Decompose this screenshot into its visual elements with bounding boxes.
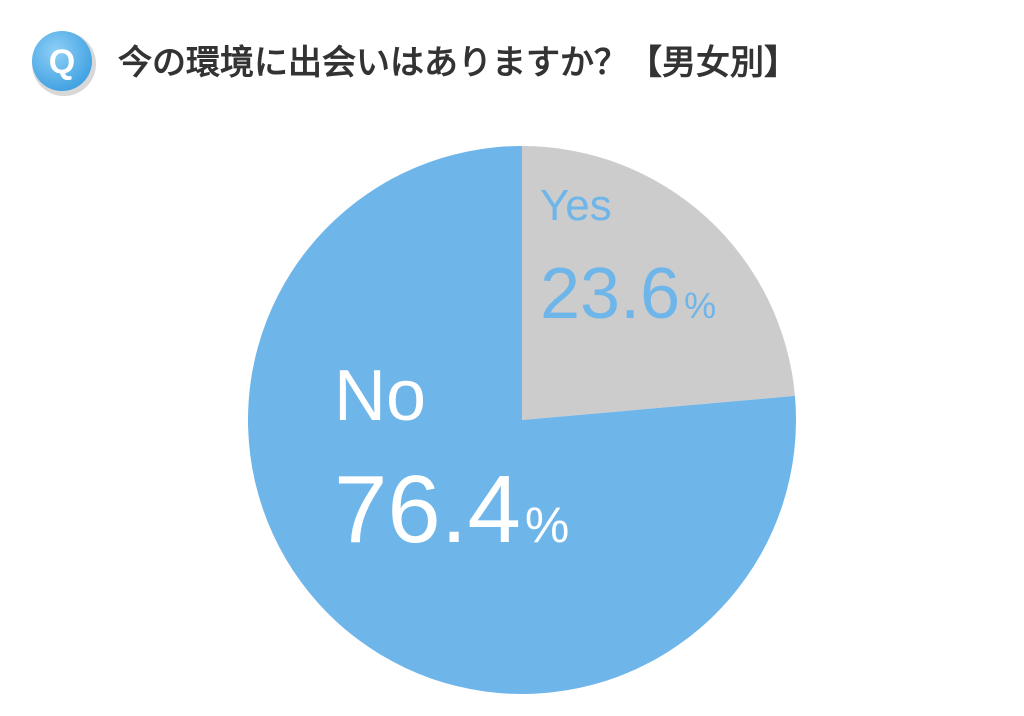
pie-slice [522,146,795,420]
badge-text: Q [49,43,75,81]
value-unit: % [525,497,569,553]
value-number: 76.4 [334,456,521,563]
slice-label: No [334,356,426,436]
chart-title: 今の環境に出会いはありますか？【男女別】 [118,43,798,83]
value-number: 23.6 [540,254,680,334]
slice-label: Yes [540,181,612,230]
badge [32,31,92,91]
slice-value-label: 76.4% [334,456,569,563]
value-unit: % [684,285,716,326]
pie-slice [247,146,796,694]
slice-value-label: 23.6% [540,254,716,334]
